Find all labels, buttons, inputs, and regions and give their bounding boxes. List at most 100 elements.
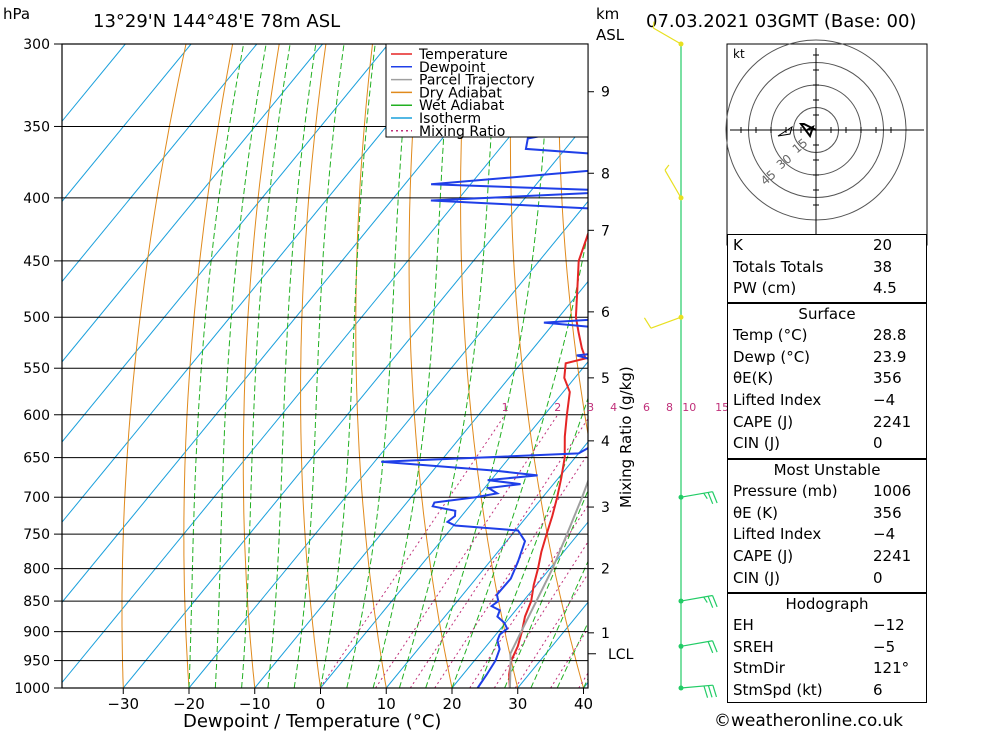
x-axis-title: Dewpoint / Temperature (°C)	[183, 711, 441, 732]
wind-barb-feather	[711, 595, 718, 608]
mu-row: θE (K) 356	[728, 503, 926, 525]
mu-key: Lifted Index	[733, 525, 822, 544]
hodo-row: EH −12	[728, 615, 926, 637]
pressure-tick-label: 350	[23, 119, 50, 135]
surface-title: Surface	[798, 305, 856, 323]
wind-barb-feather	[664, 164, 670, 171]
wind-barb-feather	[711, 640, 718, 653]
sounding-series	[381, 44, 588, 688]
isotherm-line	[62, 44, 192, 203]
pressure-tick-label: 700	[23, 490, 50, 506]
dry-adiabat-line	[121, 44, 187, 688]
wet-adiabat-line	[293, 44, 345, 688]
surface-key: CIN (J)	[733, 434, 781, 453]
mixing-ratio-label: 8	[666, 401, 673, 414]
km-tick-label: 7	[601, 223, 610, 239]
wind-barb-feather	[707, 492, 714, 505]
pressure-tick-label: 850	[23, 594, 50, 610]
surface-key: Dewp (°C)	[733, 347, 811, 366]
temp-tick-label: 30	[508, 695, 527, 713]
legend-label: Dry Adiabat	[419, 85, 502, 101]
hodo-row: StmDir 121°	[728, 658, 926, 680]
pressure-tick-label: 500	[23, 310, 50, 326]
surface-value: 0	[873, 434, 883, 453]
parcel-trajectory-line	[508, 478, 588, 688]
dry-adiabat-line	[932, 44, 1000, 688]
hodograph-unit: kt	[733, 47, 745, 61]
pressure-tick-label: 900	[23, 625, 50, 641]
pressure-tick-label: 800	[23, 562, 50, 578]
wind-barb-feather	[712, 685, 718, 698]
index-value: 38	[873, 257, 893, 276]
mixing-ratio-label: 10	[682, 401, 696, 414]
surface-value: 23.9	[873, 347, 907, 366]
mixing-ratio-label: 2	[554, 401, 561, 414]
km-tick-label: 9	[601, 85, 610, 101]
km-tick-label: 6	[601, 305, 610, 321]
hodograph-table: Hodograph EH −12 SREH −5 StmDir 121° StmSpd…	[727, 593, 927, 703]
copyright: ©weatheronline.co.uk	[714, 711, 904, 731]
surface-key: θE(K)	[733, 369, 774, 388]
mu-value: 1006	[873, 482, 912, 500]
hodo-row: SREH −5	[728, 637, 926, 659]
wind-profile	[643, 21, 718, 698]
mixing-ratio-label: 15	[715, 401, 729, 414]
axes: 3003504004505005506006507007508008509009…	[14, 37, 633, 713]
wet-adiabat-line	[504, 489, 588, 688]
pressure-tick-label: 1000	[14, 681, 50, 697]
hodo-key: EH	[733, 616, 754, 634]
wind-barb-feather	[703, 596, 708, 603]
most-unstable-title: Most Unstable	[773, 461, 881, 479]
hodo-value: 6	[873, 681, 883, 700]
lcl-label: LCL	[608, 647, 634, 663]
surface-row: CAPE (J) 2241	[728, 412, 926, 434]
km-tick-label: 8	[601, 166, 610, 182]
temp-tick-label: 40	[574, 695, 593, 713]
index-row-k: K 20	[728, 235, 926, 257]
km-tick-label: 2	[601, 562, 610, 578]
mu-row: CAPE (J) 2241	[728, 546, 926, 568]
dry-adiabat-line	[183, 44, 234, 688]
km-tick-label: 5	[601, 371, 610, 387]
pressure-tick-label: 950	[23, 654, 50, 670]
index-key: Totals Totals	[733, 257, 824, 276]
pressure-tick-label: 450	[23, 254, 50, 270]
dry-adiabat-line	[355, 44, 387, 688]
mixing-ratio-line	[319, 414, 506, 688]
surface-value: 356	[873, 369, 902, 388]
temp-tick-label: −30	[107, 695, 139, 713]
surface-key: Temp (°C)	[733, 326, 808, 344]
legend-label: Mixing Ratio	[419, 124, 505, 140]
pressure-tick-label: 400	[23, 191, 50, 207]
index-key: K	[733, 236, 743, 254]
km-tick-label: 3	[601, 500, 610, 516]
mu-value: 356	[873, 503, 902, 522]
indices-table: K 20 Totals Totals 38 PW (cm) 4.5	[727, 234, 927, 303]
hodograph-trace	[799, 123, 817, 139]
mu-value: −4	[873, 525, 896, 544]
unit-asl: ASL	[596, 26, 625, 44]
wind-barb-shaft	[664, 169, 682, 199]
wind-barb-feather	[707, 641, 714, 654]
mu-row: Lifted Index −4	[728, 524, 926, 546]
isotherm-line	[62, 44, 586, 684]
isotherm-line	[451, 521, 588, 688]
unit-km: km	[596, 5, 619, 23]
surface-value: −4	[873, 391, 896, 410]
temperature-line	[508, 230, 588, 688]
mu-value: 2241	[873, 547, 912, 566]
mu-key: CAPE (J)	[733, 547, 794, 566]
hodo-key: StmSpd (kt)	[733, 681, 823, 700]
index-key: PW (cm)	[733, 279, 797, 298]
dry-adiabat-line	[408, 44, 453, 688]
km-tick-label: 1	[601, 626, 610, 642]
mu-key: θE (K)	[733, 503, 778, 522]
isotherm-line	[188, 200, 588, 688]
dry-adiabat-line	[242, 44, 280, 688]
storm-motion-arrow	[777, 125, 793, 137]
mixing-ratio-label: 6	[643, 401, 650, 414]
dry-adiabat-line	[460, 44, 519, 688]
mixing-ratio-label: 4	[610, 401, 617, 414]
